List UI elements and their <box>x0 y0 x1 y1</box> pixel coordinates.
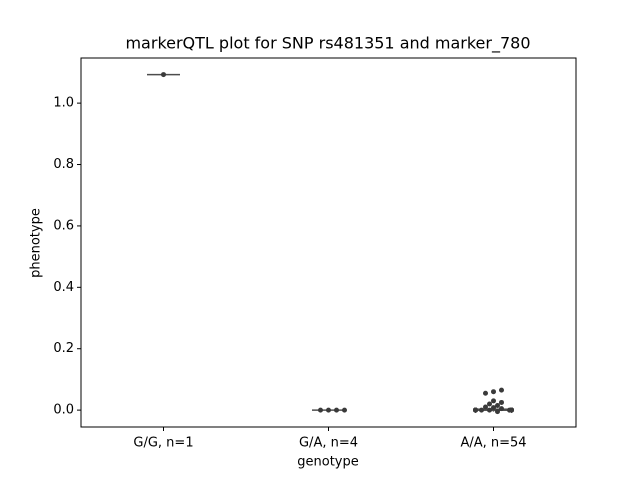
data-point <box>161 72 166 78</box>
data-point <box>491 389 496 395</box>
data-point <box>491 398 496 404</box>
x-axis-label: genotype <box>297 455 358 470</box>
x-tick-label: A/A, n=54 <box>460 436 526 451</box>
data-point <box>499 399 504 405</box>
plot-frame <box>80 57 577 428</box>
data-point <box>499 387 504 393</box>
x-tick-label: G/G, n=1 <box>133 436 193 451</box>
data-point <box>487 401 492 407</box>
y-tick-label: 0.0 <box>53 403 74 418</box>
y-tick-label: 0.8 <box>53 157 74 172</box>
data-point <box>342 407 347 413</box>
y-tick-label: 0.4 <box>53 280 74 295</box>
data-point <box>495 409 500 415</box>
y-axis-label: phenotype <box>29 208 44 278</box>
data-point <box>483 404 488 410</box>
x-tick-label: G/A, n=4 <box>299 436 358 451</box>
data-point <box>326 407 331 413</box>
data-point <box>495 403 500 409</box>
data-point <box>483 390 488 396</box>
y-tick-label: 1.0 <box>53 96 74 111</box>
chart-title: markerQTL plot for SNP rs481351 and mark… <box>125 34 530 54</box>
data-point <box>509 407 514 413</box>
y-tick-label: 0.6 <box>53 218 74 233</box>
data-point <box>334 407 339 413</box>
data-point <box>473 407 478 413</box>
data-point <box>491 405 496 411</box>
y-tick-label: 0.2 <box>53 341 74 356</box>
data-point <box>318 407 323 413</box>
data-point <box>499 406 504 412</box>
data-point <box>479 407 484 413</box>
data-point <box>487 407 492 413</box>
